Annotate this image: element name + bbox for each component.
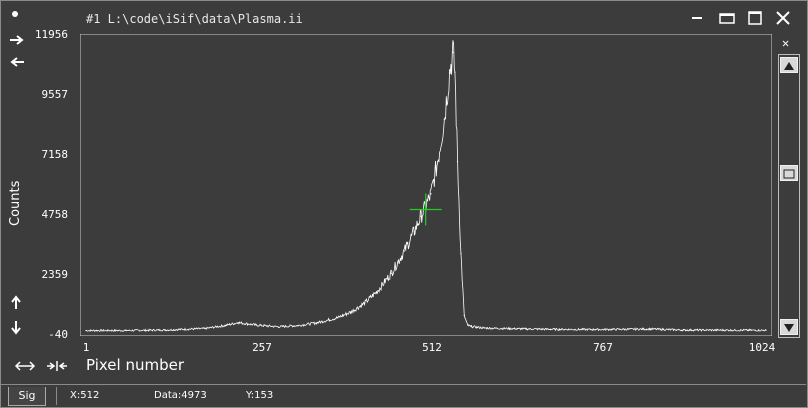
data-point bbox=[390, 272, 392, 274]
data-point bbox=[420, 215, 422, 217]
x-tick-label: 1024 bbox=[748, 341, 776, 354]
dot-marker-icon[interactable] bbox=[8, 8, 26, 24]
data-point bbox=[765, 329, 767, 331]
x-tick-label: 767 bbox=[593, 341, 613, 354]
plot-frame bbox=[80, 34, 772, 336]
data-point bbox=[452, 51, 454, 53]
data-point bbox=[448, 71, 451, 73]
data-point bbox=[460, 252, 462, 255]
expand-horizontal-icon[interactable] bbox=[14, 358, 36, 372]
x-tick-label: 512 bbox=[422, 341, 442, 354]
vertical-scrollbar[interactable] bbox=[778, 54, 800, 338]
data-point bbox=[237, 321, 239, 324]
arrow-left-icon[interactable] bbox=[8, 54, 26, 70]
x-tick-label: 1 bbox=[82, 341, 90, 354]
data-point bbox=[594, 328, 596, 331]
data-point bbox=[456, 160, 459, 163]
data-point bbox=[463, 315, 465, 317]
status-data: Data:4973 bbox=[154, 390, 207, 401]
data-point bbox=[377, 290, 379, 292]
tab-sig[interactable]: Sig bbox=[8, 387, 46, 406]
y-axis-ticks: 11956 9557 7158 4758 2359 -40 bbox=[0, 0, 68, 408]
window-title: #1 L:\code\iSif\data\Plasma.ii bbox=[86, 12, 303, 26]
data-point bbox=[317, 321, 319, 324]
y-tick-label: 9557 bbox=[41, 88, 69, 101]
scroll-up-button[interactable] bbox=[780, 57, 798, 73]
status-divider bbox=[56, 387, 57, 405]
cursor-crosshair[interactable] bbox=[409, 193, 442, 226]
restore-icon[interactable] bbox=[716, 9, 738, 27]
y-tick-label: -40 bbox=[48, 328, 68, 341]
y-tick-label: 2359 bbox=[41, 268, 69, 281]
data-point bbox=[483, 327, 485, 329]
data-point bbox=[337, 317, 339, 319]
close-window-icon[interactable] bbox=[772, 9, 794, 27]
spectrum-plot[interactable] bbox=[80, 34, 772, 336]
x-tick-label: 257 bbox=[252, 341, 272, 354]
x-axis-title: Pixel number bbox=[86, 356, 185, 374]
data-point bbox=[350, 311, 352, 313]
data-point bbox=[277, 326, 279, 328]
data-point bbox=[403, 250, 405, 252]
data-point bbox=[413, 230, 415, 232]
minimize-icon[interactable] bbox=[686, 9, 708, 27]
close-panel-icon[interactable]: ✕ bbox=[782, 36, 790, 50]
data-point bbox=[682, 329, 685, 331]
maximize-icon[interactable] bbox=[744, 9, 766, 27]
data-point bbox=[516, 328, 518, 330]
data-point bbox=[204, 327, 206, 330]
data-point bbox=[443, 118, 445, 120]
scroll-down-button[interactable] bbox=[780, 319, 798, 335]
status-y: Y:153 bbox=[246, 390, 274, 401]
data-point bbox=[550, 328, 552, 330]
data-point bbox=[297, 324, 299, 327]
data-point bbox=[164, 329, 166, 331]
data-point bbox=[437, 160, 439, 163]
y-tick-label: 7158 bbox=[41, 148, 69, 161]
data-point bbox=[649, 328, 651, 330]
data-point bbox=[224, 324, 226, 327]
data-point bbox=[466, 324, 469, 326]
status-x: X:512 bbox=[70, 390, 100, 401]
status-bar: Sig X:512 Data:4973 Y:153 bbox=[0, 384, 806, 407]
y-tick-label: 4758 bbox=[41, 208, 69, 221]
data-point bbox=[470, 325, 472, 328]
data-point bbox=[430, 193, 432, 195]
data-point bbox=[454, 71, 456, 73]
arrow-right-icon[interactable] bbox=[8, 32, 26, 48]
compress-horizontal-icon[interactable] bbox=[46, 358, 68, 372]
data-point bbox=[363, 302, 366, 304]
y-tick-label: 11956 bbox=[34, 28, 68, 41]
scroll-thumb[interactable] bbox=[780, 165, 798, 181]
data-point bbox=[85, 329, 87, 332]
data-point bbox=[124, 329, 126, 332]
arrow-up-icon[interactable] bbox=[8, 294, 26, 310]
arrow-down-icon[interactable] bbox=[8, 320, 26, 336]
data-point bbox=[255, 324, 257, 326]
y-axis-title: Counts bbox=[8, 180, 23, 226]
